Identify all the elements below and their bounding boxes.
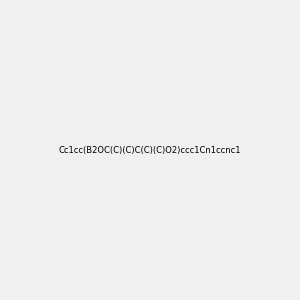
Text: Cc1cc(B2OC(C)(C)C(C)(C)O2)ccc1Cn1ccnc1: Cc1cc(B2OC(C)(C)C(C)(C)O2)ccc1Cn1ccnc1	[59, 146, 241, 154]
